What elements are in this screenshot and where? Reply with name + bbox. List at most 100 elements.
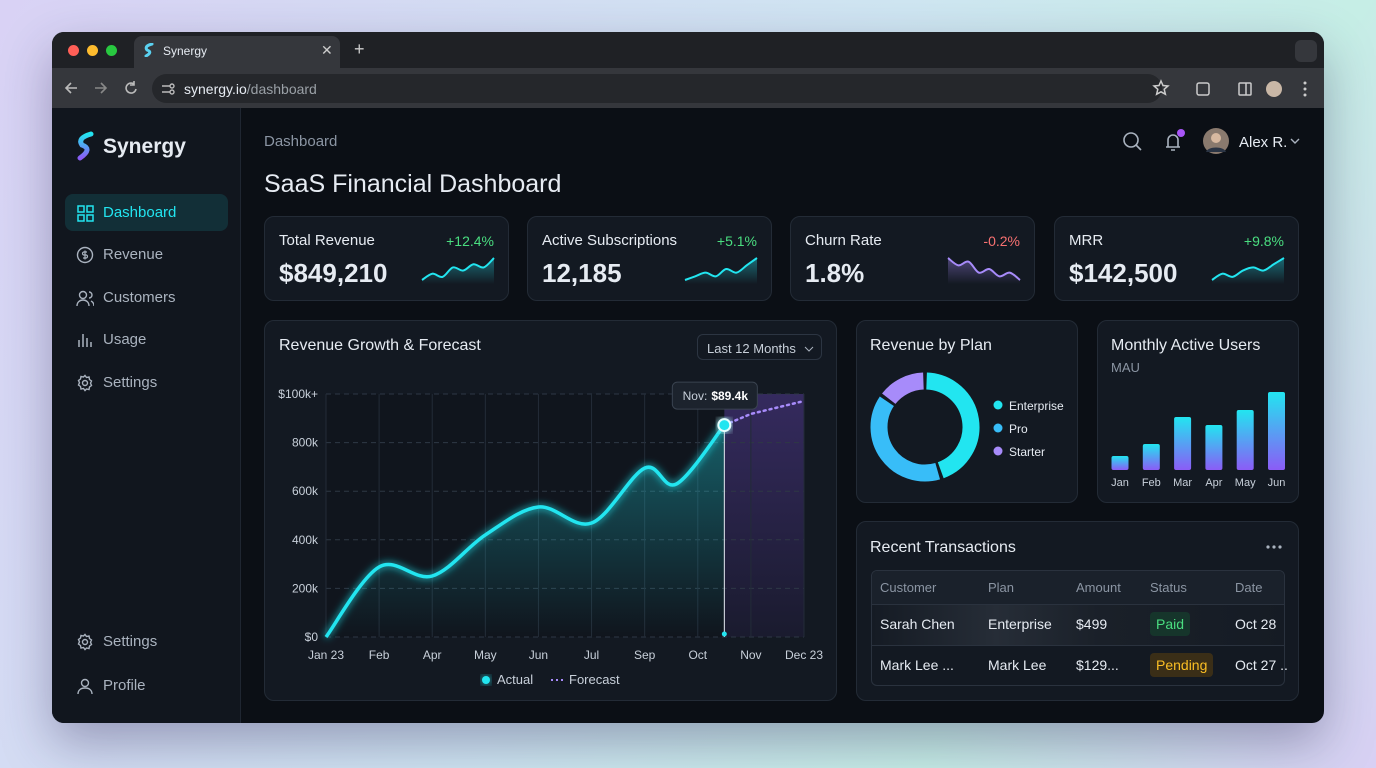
x-tick-label: Apr <box>423 648 442 662</box>
sparkline-area <box>685 258 757 284</box>
toolbar-icons[interactable] <box>1152 78 1322 100</box>
nav-item[interactable]: Settings <box>65 623 228 660</box>
x-tick-label: Dec 23 <box>785 648 823 662</box>
nav-label: Revenue <box>103 246 164 263</box>
column-header: Plan <box>988 580 1015 595</box>
nav-item[interactable]: Profile <box>65 667 228 704</box>
user-name[interactable]: Alex R. <box>1239 134 1288 151</box>
nav-icon <box>78 333 92 347</box>
kpi-change: +12.4% <box>446 233 494 249</box>
tab-close[interactable]: ✕ <box>321 42 333 58</box>
max-dot[interactable] <box>106 45 117 56</box>
more-menu[interactable] <box>1265 544 1283 550</box>
sparkline-line <box>1211 257 1285 281</box>
status-pill: Pending <box>1150 653 1214 677</box>
status-pill: Paid <box>1150 612 1191 636</box>
legend-label: Actual <box>497 672 533 687</box>
active-tab[interactable] <box>134 36 340 68</box>
legend-swatch <box>993 446 1003 456</box>
sparkline-line <box>947 257 1021 281</box>
table-cell: Mark Lee ... <box>880 657 954 673</box>
legend-label: Enterprise <box>1009 399 1064 413</box>
bar <box>1111 456 1129 470</box>
table-row[interactable] <box>872 645 1284 685</box>
donut-chart: Enterprise Pro Starter <box>870 372 1064 482</box>
chevron <box>804 346 814 352</box>
kpi-change: +5.1% <box>716 233 757 249</box>
nav-label: Profile <box>103 677 146 694</box>
new-tab[interactable]: + <box>354 39 365 59</box>
nav-label: Dashboard <box>103 204 177 221</box>
kpi-label: Active Subscriptions <box>542 232 678 249</box>
header-icons[interactable] <box>1120 128 1310 156</box>
url-field[interactable] <box>152 74 1162 103</box>
x-tick-label: Nov <box>740 648 761 662</box>
actual-line <box>324 424 726 639</box>
bar <box>1142 444 1160 470</box>
x-tick-label: Mar <box>1173 477 1192 489</box>
nav-item[interactable]: Settings <box>65 364 228 401</box>
table-cell: $129... <box>1076 657 1119 673</box>
nav-icon <box>77 632 93 651</box>
x-tick-label: Oct <box>688 648 707 662</box>
highlight-point <box>717 418 732 433</box>
x-tick-label: Jun <box>1268 477 1286 489</box>
card-title: Recent Transactions <box>870 539 1016 556</box>
nav-item[interactable]: Revenue <box>65 236 228 273</box>
sparkline <box>684 257 758 284</box>
x-tick-label: Jan <box>1111 477 1129 489</box>
revenue-chart: $0 200k 400k 600k 800k $100k+ Jan 23 Feb Apr May J… <box>278 381 823 687</box>
legend-swatch <box>993 400 1003 410</box>
sparkline-line <box>421 257 495 281</box>
y-tick-label: 600k <box>292 484 319 498</box>
x-tick-label: Sep <box>634 648 656 662</box>
x-tick-label: Apr <box>1205 477 1222 489</box>
tab-title: Synergy <box>163 44 208 58</box>
tooltip-text: Nov: $89.4k <box>683 389 749 403</box>
forecast-line <box>723 399 806 427</box>
kpi-label: MRR <box>1069 232 1104 249</box>
column-header: Date <box>1235 580 1263 595</box>
table-row[interactable] <box>872 604 1284 645</box>
nav-item[interactable]: Dashboard <box>65 194 228 231</box>
y-tick-label: $0 <box>305 630 319 644</box>
forecast-region <box>724 394 804 637</box>
bar <box>1205 425 1223 470</box>
close-dot[interactable] <box>68 45 79 56</box>
nav-item[interactable]: Usage <box>65 321 228 358</box>
donut-segment <box>925 372 980 479</box>
kpi-card <box>1054 216 1299 301</box>
table-cell: Oct 27 .. <box>1235 657 1288 673</box>
kpi-label: Total Revenue <box>279 232 375 249</box>
range-label: Last 12 Months <box>707 341 796 356</box>
mau-card <box>1097 320 1299 503</box>
nav-buttons[interactable] <box>62 78 142 98</box>
kpi-card <box>527 216 772 301</box>
x-tick-label: Jun <box>529 648 548 662</box>
y-tick-label: $100k+ <box>278 387 318 401</box>
tab-menu[interactable] <box>1295 40 1317 62</box>
sparkline-area <box>948 258 1020 284</box>
card-title: Monthly Active Users <box>1111 337 1261 354</box>
tooltip-box <box>671 381 758 410</box>
bar <box>1268 392 1285 470</box>
legend-label: Starter <box>1009 445 1045 459</box>
url-host: synergy.io <box>184 81 247 97</box>
page-title: SaaS Financial Dashboard <box>264 170 562 198</box>
site-info-icon[interactable] <box>160 81 176 97</box>
kpi-value: $142,500 <box>1069 258 1178 288</box>
table <box>871 570 1285 686</box>
range-select[interactable]: Last 12 Months <box>697 334 822 360</box>
kpi-value: $849,210 <box>279 258 388 288</box>
nav-item[interactable]: Customers <box>65 279 228 316</box>
card-title: Revenue Growth & Forecast <box>279 337 481 354</box>
nav-icon <box>77 204 94 222</box>
table-cell: Enterprise <box>988 616 1052 632</box>
nav-icon <box>76 246 94 263</box>
min-dot[interactable] <box>87 45 98 56</box>
column-header: Status <box>1150 580 1187 595</box>
x-tick-label: Jan 23 <box>308 648 344 662</box>
sparkline-area <box>422 258 494 284</box>
kpi-change: -0.2% <box>983 233 1020 249</box>
table-cell: Oct 28 <box>1235 616 1277 632</box>
